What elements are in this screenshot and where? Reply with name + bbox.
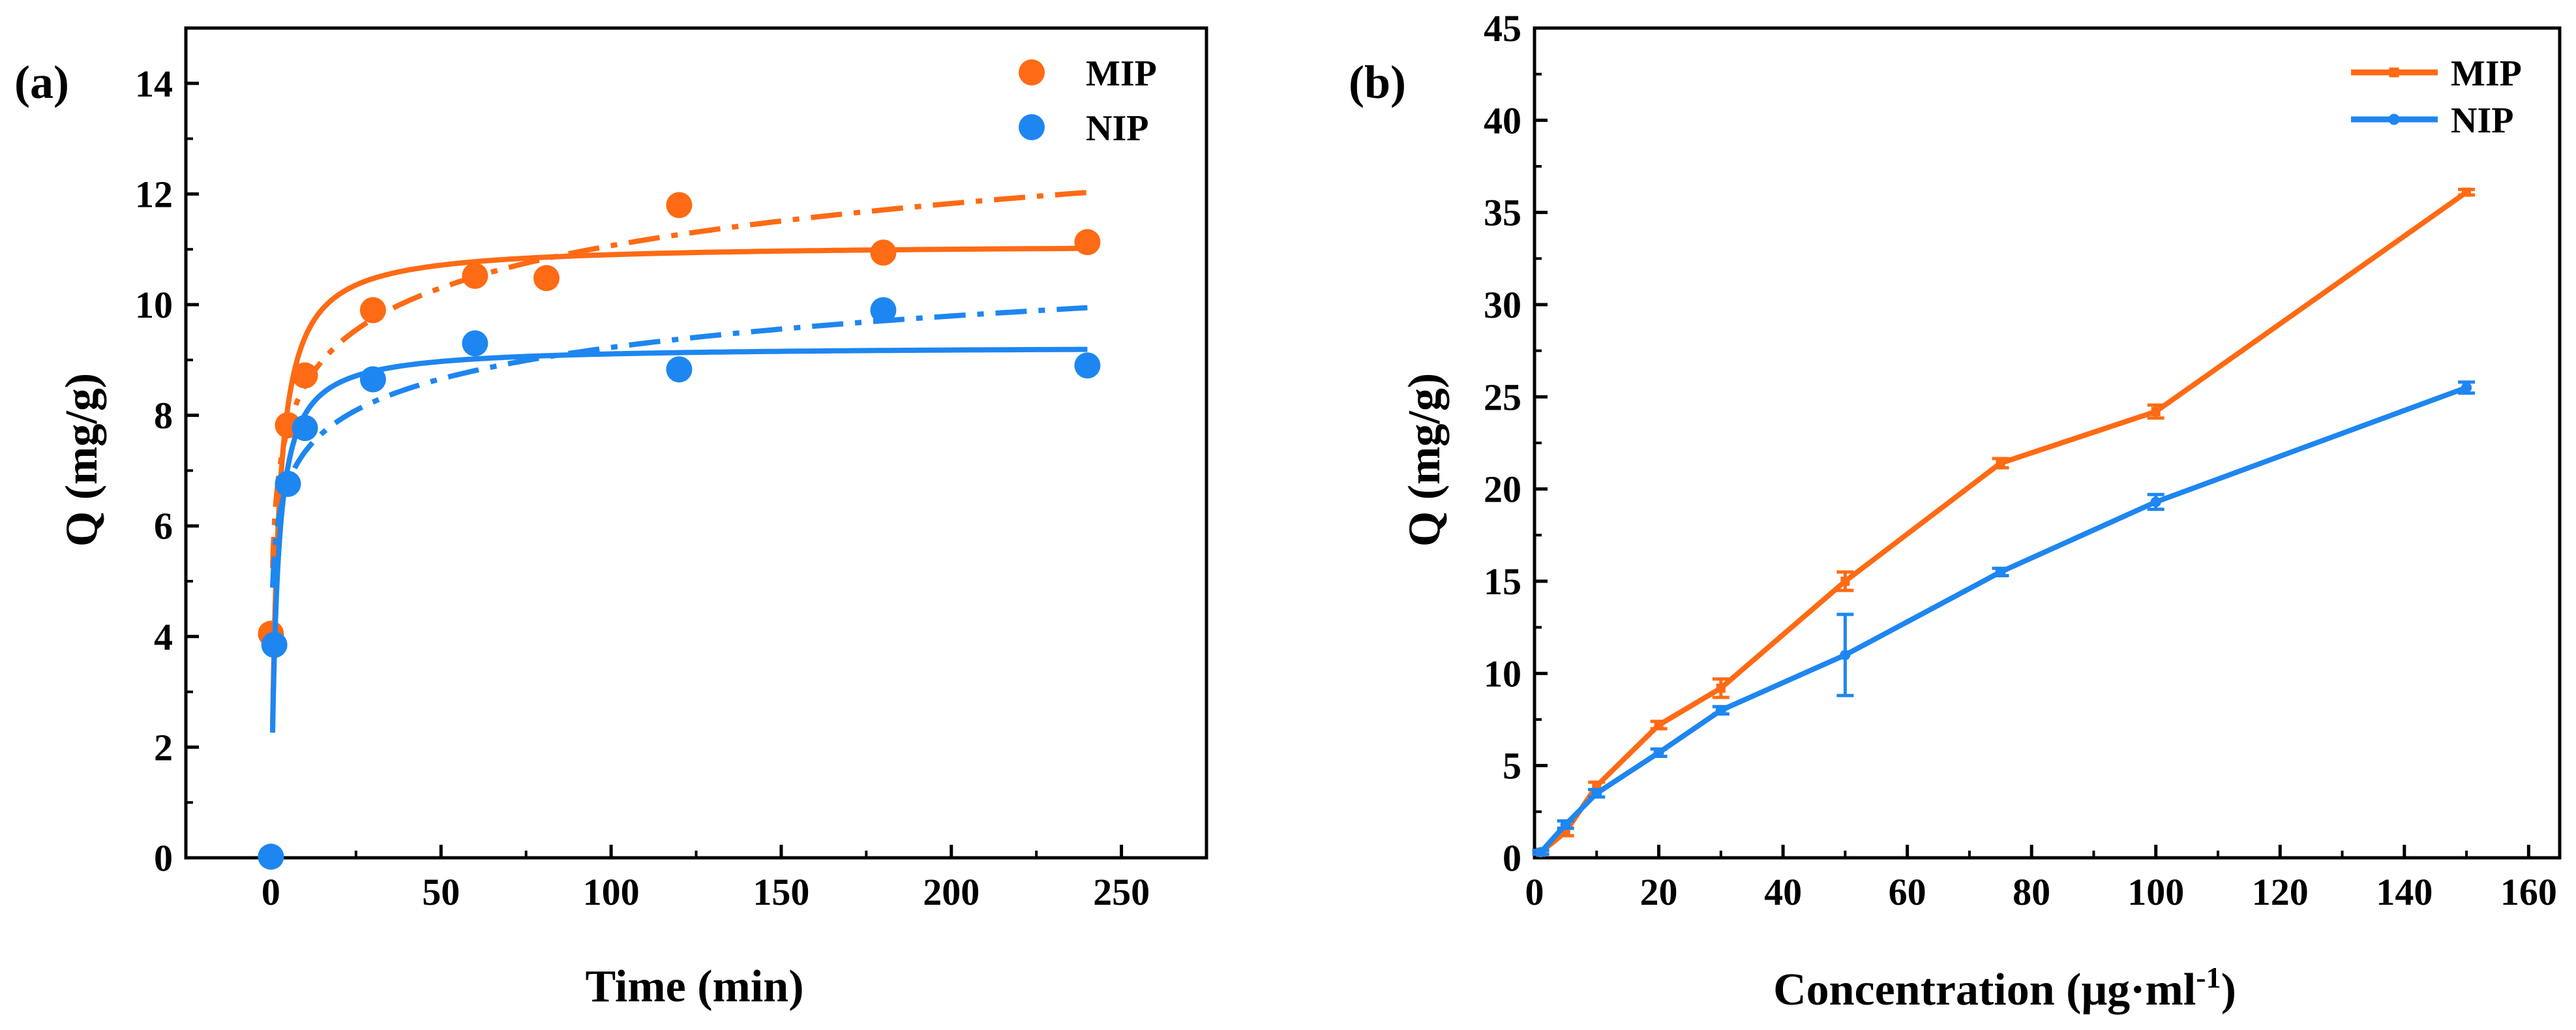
nip-data-point: [1560, 819, 1571, 830]
mip-data-point: [2151, 406, 2161, 416]
mip-data-point: [666, 192, 693, 219]
kinetics-y-tick-label: 10: [135, 284, 173, 326]
isotherm-panel: (b) 0 20 40 60 80 100 120 140 160 0 5 10 15 20 25 30 35 4…: [1349, 7, 2562, 1015]
kinetics-panel: (a) 0 50 100 150 200 250 0 2 4 6 8 10 12 14 Time (min…: [14, 26, 1208, 1012]
x-axis-title-b-sup: -1: [2196, 961, 2221, 994]
kinetics-plot-area: 0 50 100 150 200 250 0 2 4 6 8 10 12 14: [135, 26, 1208, 913]
nip-fit-dashdot-line: [270, 305, 1088, 588]
isotherm-y-tick-label: 5: [1503, 745, 1521, 787]
nip-data-point: [1840, 650, 1851, 661]
isotherm-y-tick-label: 0: [1503, 837, 1521, 879]
kinetics-y-tick-label: 4: [154, 616, 173, 658]
kinetics-x-tick-label: 150: [753, 871, 809, 913]
nip-data-point: [666, 356, 693, 383]
mip-data-point: [1654, 720, 1664, 730]
legend-label-nip-b: NIP: [2451, 100, 2513, 141]
legend-marker-nip: [1019, 114, 1045, 140]
nip-data-point: [1653, 747, 1664, 758]
kinetics-y-tick-label: 6: [154, 505, 173, 547]
legend-marker-mip: [1019, 59, 1045, 85]
kinetics-x-tick-label: 250: [1093, 871, 1150, 913]
panel-label-b: (b): [1349, 56, 1406, 108]
isotherm-x-tick-label: 140: [2376, 871, 2433, 913]
nip-data-point: [870, 297, 897, 324]
nip-data-point: [1591, 788, 1602, 799]
y-axis-title-a: Q (mg/g): [57, 373, 107, 547]
kinetics-y-tick-label: 8: [154, 395, 173, 437]
nip-data-point: [1535, 847, 1546, 858]
nip-data-point: [1715, 704, 1726, 716]
legend-b: MIP NIP: [2351, 53, 2522, 141]
isotherm-plot-area: 0 20 40 60 80 100 120 140 160 0 5 10 15 20 25 30 35 40 45: [1484, 7, 2562, 913]
isotherm-y-tick-label: 30: [1484, 284, 1521, 326]
nip-data-point: [462, 330, 488, 357]
isotherm-x-tick-label: 80: [2013, 871, 2050, 913]
kinetics-y-tick-label: 2: [154, 726, 173, 768]
isotherm-x-tick-label: 20: [1640, 871, 1678, 913]
isotherm-y-tick-label: 10: [1484, 652, 1521, 695]
nip-data-point: [275, 470, 301, 497]
mip-data-point: [533, 265, 560, 292]
mip-data-point: [359, 297, 386, 324]
legend-label-mip: MIP: [1086, 53, 1157, 94]
isotherm-x-tick-label: 0: [1525, 871, 1544, 913]
isotherm-x-tick-label: 40: [1764, 871, 1802, 913]
mip-data-point: [1840, 577, 1850, 586]
mip-data-point: [1716, 683, 1726, 693]
mip-series-line: [1538, 190, 2468, 855]
kinetics-x-tick-label: 0: [262, 871, 280, 913]
isotherm-y-tick-label: 45: [1484, 7, 1521, 50]
legend-label-mip-b: MIP: [2451, 53, 2522, 94]
nip-data-point: [1995, 566, 2006, 577]
nip-data-point: [258, 843, 284, 870]
kinetics-x-tick-label: 100: [583, 871, 640, 913]
nip-data-point: [261, 631, 288, 658]
panel-label-a: (a): [14, 56, 69, 108]
plot-frame: [184, 26, 1208, 860]
mip-data-point: [1996, 459, 2005, 468]
legend-marker-nip: [2388, 114, 2400, 125]
kinetics-x-tick-label: 200: [923, 871, 980, 913]
isotherm-x-tick-label: 120: [2252, 871, 2309, 913]
x-axis-title-b-main: Concentration (μg·ml: [1773, 965, 2196, 1015]
kinetics-y-tick-label: 0: [154, 837, 173, 879]
kinetics-x-tick-label: 50: [422, 871, 460, 913]
legend-marker-mip: [2389, 67, 2399, 78]
mip-fit-solid-line: [270, 245, 1088, 725]
x-axis-title-a: Time (min): [585, 962, 803, 1012]
mip-data-point: [1074, 229, 1101, 256]
kinetics-y-tick-label: 12: [135, 173, 173, 215]
nip-data-point: [359, 366, 386, 393]
mip-data-point: [292, 362, 318, 389]
mip-data-point: [2462, 187, 2472, 197]
isotherm-y-tick-label: 25: [1484, 376, 1521, 418]
isotherm-y-tick-label: 15: [1484, 560, 1521, 603]
x-axis-title-b: Concentration (μg·ml-1): [1773, 961, 2236, 1015]
kinetics-y-tick-label: 14: [135, 63, 173, 105]
y-axis-title-b: Q (mg/g): [1400, 373, 1450, 547]
isotherm-x-tick-label: 100: [2127, 871, 2184, 913]
nip-data-point: [1074, 352, 1101, 379]
nip-data-point: [2150, 496, 2161, 507]
legend-a: MIP NIP: [1019, 53, 1157, 149]
nip-data-point: [2461, 382, 2472, 393]
isotherm-x-tick-label: 60: [1889, 871, 1926, 913]
isotherm-y-tick-label: 35: [1484, 192, 1521, 234]
mip-data-point: [462, 262, 488, 289]
nip-fit-solid-line: [270, 346, 1088, 733]
mip-data-point: [870, 239, 897, 266]
x-axis-title-b-end: ): [2221, 965, 2236, 1015]
legend-label-nip: NIP: [1086, 108, 1148, 149]
isotherm-y-tick-label: 20: [1484, 468, 1521, 511]
isotherm-x-tick-label: 160: [2500, 871, 2557, 913]
isotherm-y-tick-label: 40: [1484, 99, 1521, 142]
nip-data-point: [292, 415, 318, 442]
